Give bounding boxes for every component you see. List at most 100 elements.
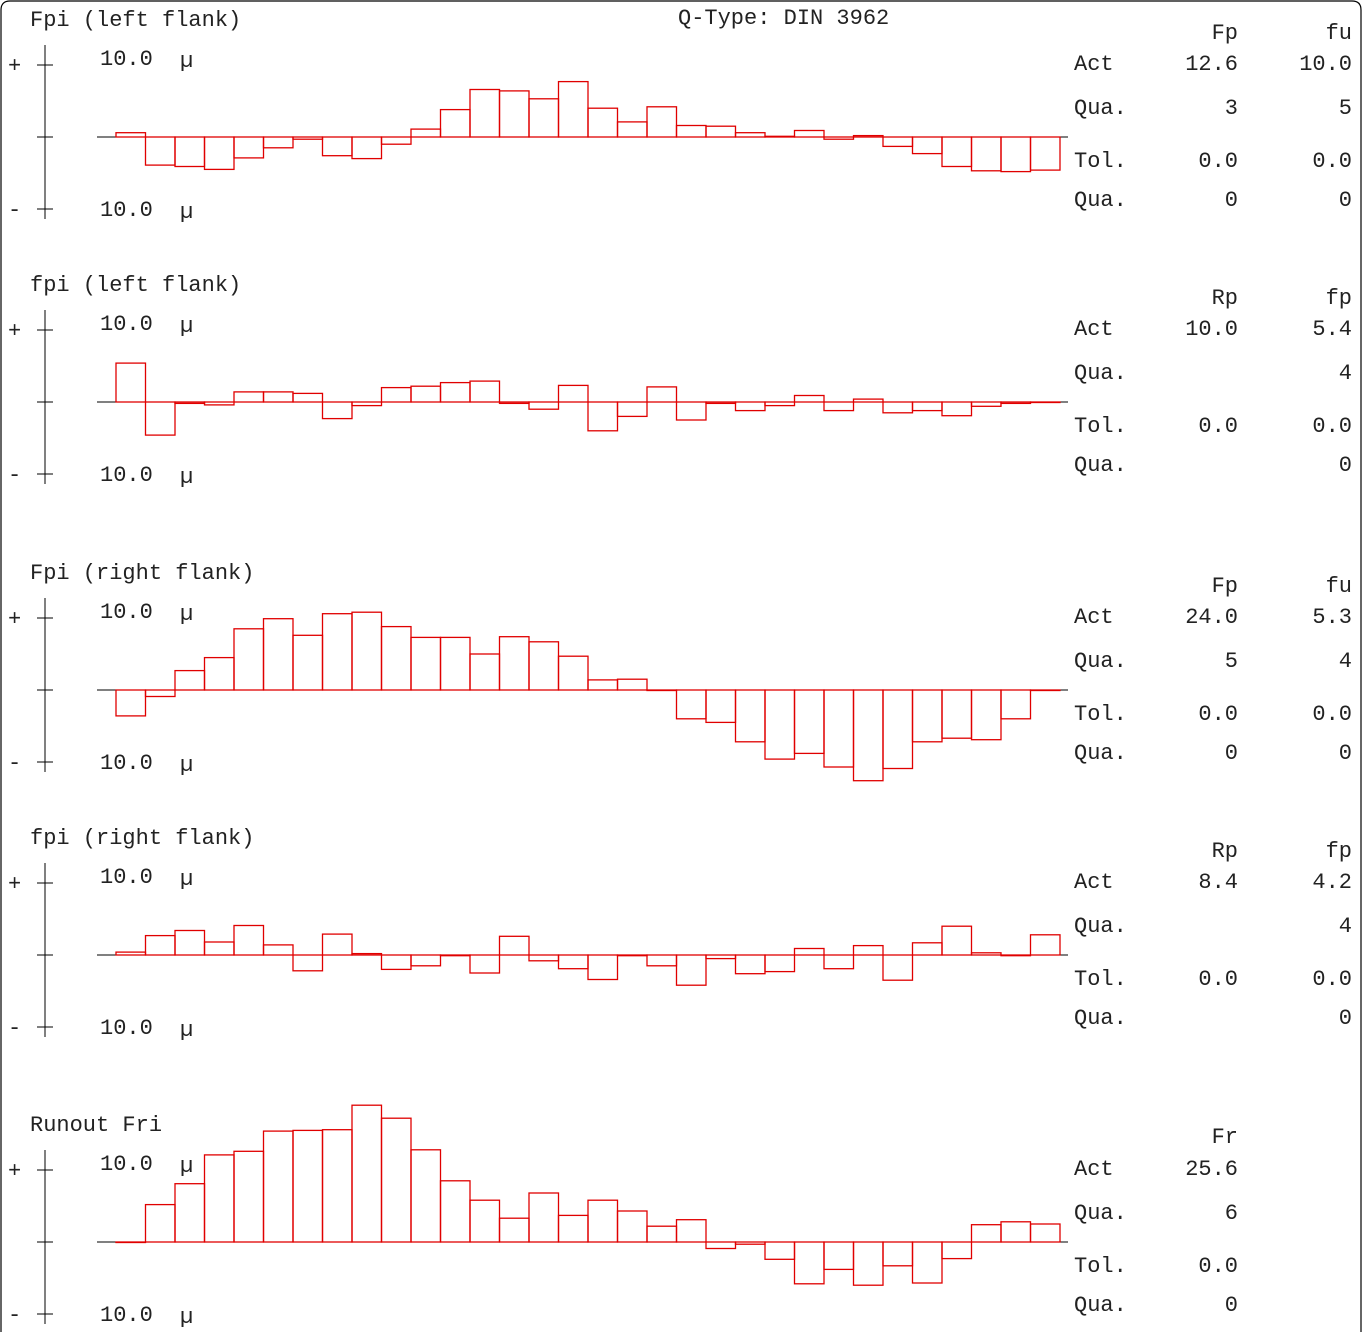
minus-sign: - [8, 463, 21, 488]
scale-top-label: 10.0 [100, 1152, 153, 1177]
pitch-bar [882, 689, 914, 770]
pitch-bar [498, 401, 530, 405]
stats-column-header: Fp [1212, 21, 1238, 46]
pitch-bar [321, 1129, 353, 1243]
stats-value-act: 4.2 [1312, 870, 1352, 895]
pitch-bar [1000, 136, 1032, 173]
stats-row-label-qua: Qua. [1074, 1201, 1127, 1226]
stats-value-tol: 0.0 [1312, 414, 1352, 439]
pitch-bar [587, 1199, 619, 1243]
pitch-bar [616, 678, 648, 691]
stats-row-label-tol: Tol. [1074, 149, 1127, 174]
pitch-bar [498, 636, 530, 691]
pitch-bar [410, 1149, 442, 1243]
chart-title: fpi (left flank) [30, 273, 241, 298]
pitch-bar [646, 106, 678, 138]
stats-row-label-tol: Tol. [1074, 414, 1127, 439]
pitch-bar [764, 689, 796, 760]
pitch-bar [203, 941, 235, 956]
minus-sign: - [8, 1016, 21, 1041]
stats-value-qua2: 0 [1339, 453, 1352, 478]
unit-bottom-label: µ [180, 1018, 193, 1043]
pitch-bar [911, 1241, 943, 1284]
pitch-bar [941, 401, 973, 417]
pitch-bar [970, 952, 1002, 956]
stats-row-label-act: Act [1074, 1157, 1114, 1182]
pitch-bar [823, 401, 855, 412]
stats-column-header: Rp [1212, 839, 1238, 864]
pitch-bar [144, 934, 176, 956]
pitch-bar [852, 689, 884, 782]
pitch-bar [557, 1214, 589, 1243]
pitch-bar [410, 385, 442, 403]
stats-value-tol: 0.0 [1312, 702, 1352, 727]
pitch-bar [144, 689, 176, 698]
pitch-bar [439, 636, 471, 691]
pitch-bar [705, 401, 737, 405]
pitch-bar [764, 401, 796, 407]
pitch-bar [557, 954, 589, 970]
pitch-bar [646, 386, 678, 403]
stats-value-tol: 0.0 [1198, 967, 1238, 992]
pitch-bar [970, 1224, 1002, 1243]
chart-title: Fpi (left flank) [30, 8, 241, 33]
stats-row-label-qua: Qua. [1074, 649, 1127, 674]
scale-bottom-label: 10.0 [100, 198, 153, 223]
pitch-bar [793, 394, 825, 403]
pitch-bar [410, 954, 442, 967]
scale-bottom-label: 10.0 [100, 463, 153, 488]
pitch-bar [115, 1241, 147, 1244]
pitch-bar [351, 611, 383, 691]
pitch-bar [528, 954, 560, 962]
pitch-bar [734, 689, 766, 743]
unit-top-label: µ [180, 49, 193, 74]
chart-panel: fpi (right flank) + - 10.0 µ 10.0 µ Rp fp Act 8.4 4… [8, 826, 1352, 1043]
pitch-bar [528, 641, 560, 691]
pitch-bar [439, 1180, 471, 1243]
pitch-bar [203, 656, 235, 691]
pitch-bar [292, 136, 324, 140]
unit-bottom-label: µ [180, 465, 193, 490]
pitch-bar [144, 1203, 176, 1243]
stats-row-label-act: Act [1074, 870, 1114, 895]
pitch-bar [321, 613, 353, 691]
stats-value-qua2: 0 [1225, 188, 1238, 213]
plus-sign: + [8, 607, 21, 632]
pitch-bar [616, 401, 648, 418]
pitch-bar [646, 689, 678, 692]
pitch-bar [321, 401, 353, 420]
plus-sign: + [8, 54, 21, 79]
stats-value-act: 5.3 [1312, 605, 1352, 630]
stats-value-act: 10.0 [1185, 317, 1238, 342]
pitch-bar [144, 136, 176, 166]
pitch-bar [852, 398, 884, 403]
pitch-bar [793, 129, 825, 138]
pitch-bar [911, 401, 943, 412]
minus-sign: - [8, 751, 21, 776]
stats-row-label-act: Act [1074, 52, 1114, 77]
pitch-bar [262, 1130, 294, 1243]
stats-row-label-tol: Tol. [1074, 702, 1127, 727]
unit-top-label: µ [180, 602, 193, 627]
pitch-bar [646, 1225, 678, 1243]
pitch-bar [262, 944, 294, 956]
pitch-bar [557, 384, 589, 403]
chart-title: Fpi (right flank) [30, 561, 254, 586]
stats-value-tol: 0.0 [1198, 702, 1238, 727]
pitch-bar [528, 98, 560, 138]
unit-bottom-label: µ [180, 1305, 193, 1330]
stats-row-label-qua2: Qua. [1074, 741, 1127, 766]
stats-column-header: Fp [1212, 574, 1238, 599]
pitch-bar [1029, 401, 1061, 404]
pitch-bar [823, 954, 855, 970]
stats-column-header: fp [1326, 286, 1352, 311]
pitch-bar [793, 947, 825, 956]
stats-row-label-qua: Qua. [1074, 96, 1127, 121]
pitch-bar [380, 954, 412, 971]
pitch-bar [705, 125, 737, 138]
pitch-bar [970, 689, 1002, 741]
pitch-bar [439, 954, 471, 957]
pitch-bar [115, 689, 147, 717]
